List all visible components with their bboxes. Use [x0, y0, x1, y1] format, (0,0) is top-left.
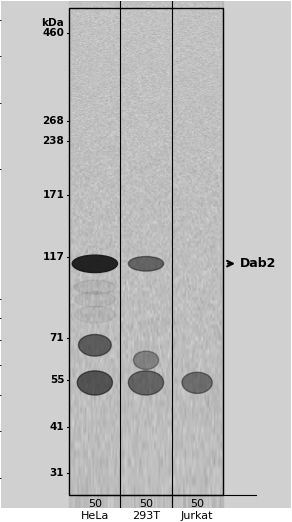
Ellipse shape — [74, 280, 115, 294]
Text: 50: 50 — [88, 499, 102, 508]
Bar — [69, 2, 223, 508]
Ellipse shape — [72, 255, 117, 272]
Ellipse shape — [79, 335, 111, 356]
Text: 117: 117 — [42, 252, 64, 262]
Ellipse shape — [128, 256, 164, 271]
Ellipse shape — [182, 372, 212, 394]
Text: Jurkat: Jurkat — [181, 511, 213, 521]
Text: 55: 55 — [50, 374, 64, 385]
Ellipse shape — [74, 292, 115, 307]
Ellipse shape — [77, 371, 112, 395]
Text: Dab2: Dab2 — [240, 257, 277, 270]
Ellipse shape — [133, 351, 159, 370]
Bar — [69, 8, 223, 495]
Text: 71: 71 — [50, 333, 64, 343]
Text: 293T: 293T — [132, 511, 160, 521]
Text: 238: 238 — [43, 136, 64, 146]
Text: 50: 50 — [139, 499, 153, 508]
Text: 268: 268 — [43, 116, 64, 126]
Text: 460: 460 — [42, 28, 64, 39]
Text: 50: 50 — [190, 499, 204, 508]
Text: kDa: kDa — [41, 18, 64, 28]
Ellipse shape — [128, 371, 164, 395]
Text: 41: 41 — [50, 422, 64, 432]
Ellipse shape — [74, 306, 115, 323]
Text: HeLa: HeLa — [81, 511, 109, 521]
Text: 31: 31 — [50, 468, 64, 478]
Text: 171: 171 — [42, 189, 64, 200]
